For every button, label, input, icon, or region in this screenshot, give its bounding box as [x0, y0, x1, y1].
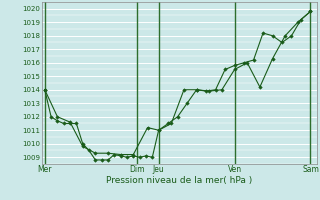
- X-axis label: Pression niveau de la mer( hPa ): Pression niveau de la mer( hPa ): [106, 176, 252, 185]
